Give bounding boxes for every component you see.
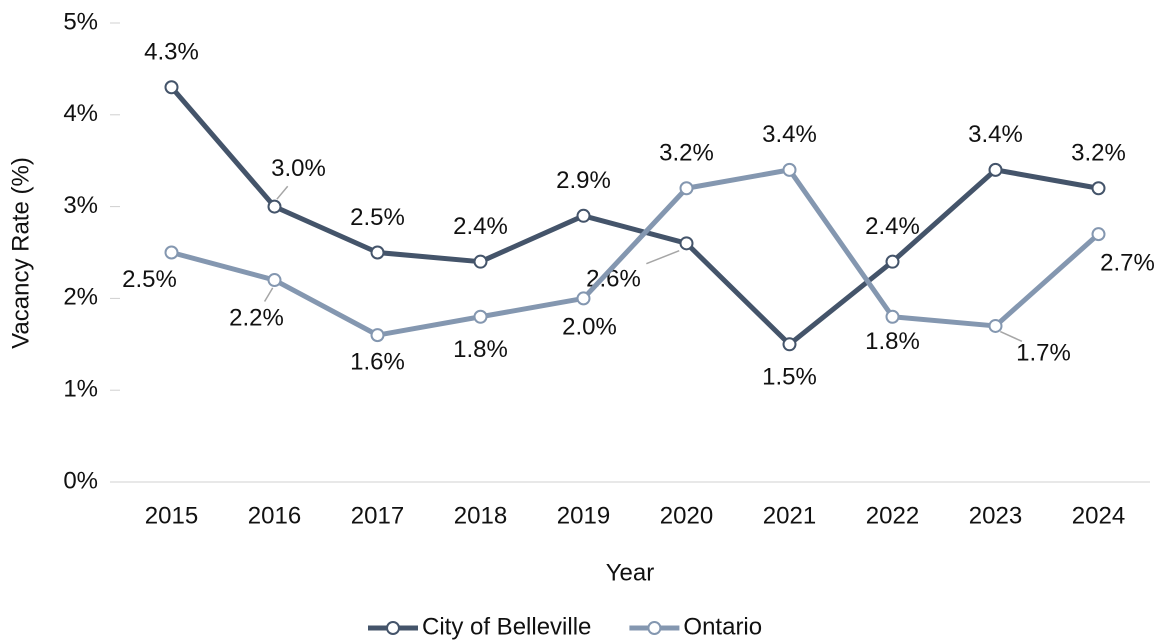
data-label: 2.4% [865,213,920,240]
x-tick-label: 2016 [248,502,301,529]
point [267,199,282,214]
data-label: 3.2% [1071,140,1126,167]
data-label: 1.7% [1016,339,1071,366]
data-label: 3.0% [271,155,326,182]
data-label: 2.5% [350,204,405,231]
x-tick-label: 2015 [145,502,198,529]
y-axis-title: Vacancy Rate (%) [7,157,34,349]
data-label: 1.8% [453,336,508,363]
point [164,80,179,95]
data-label: 3.4% [968,121,1023,148]
point [1091,227,1106,242]
point [679,236,694,251]
point [370,328,385,343]
point [988,318,1003,333]
leader-line [999,330,1023,343]
data-label: 2.7% [1100,249,1155,276]
point [782,337,797,352]
series-line [170,167,1101,338]
data-label: 2.5% [122,266,177,293]
data-label: 2.9% [556,167,611,194]
point [164,245,179,260]
data-label: 1.5% [762,364,817,391]
point [679,181,694,196]
x-tick-label: 2020 [660,502,713,529]
x-tick-label: 2019 [557,502,610,529]
data-label: 3.2% [659,140,714,167]
legend-label: Ontario [683,613,762,640]
y-tick-label: 2% [63,284,98,311]
point [885,254,900,269]
data-label: 2.4% [453,213,508,240]
data-label: 1.6% [350,348,405,375]
point [473,254,488,269]
point [267,273,282,288]
y-tick-label: 0% [63,467,98,494]
series-line [169,85,1099,347]
data-label: 2.0% [562,314,617,341]
data-label: 1.8% [865,328,920,355]
data-label: 2.2% [229,304,284,331]
point [988,162,1003,177]
y-tick-label: 5% [63,8,98,35]
x-tick-label: 2017 [351,502,404,529]
point [1091,181,1106,196]
y-tick-label: 1% [63,376,98,403]
x-tick-label: 2021 [763,502,816,529]
data-label: 4.3% [144,39,199,66]
point [473,309,488,324]
data-label: 3.4% [762,121,817,148]
legend-marker [386,621,400,635]
leader-line [276,185,289,200]
leader-line [263,287,274,302]
point [885,309,900,324]
point [370,245,385,260]
legend-marker [647,621,662,635]
x-tick-label: 2022 [866,502,919,529]
x-tick-label: 2023 [969,502,1022,529]
point [576,291,591,306]
y-tick-label: 4% [63,100,98,127]
y-tick-label: 3% [63,192,98,219]
x-tick-label: 2024 [1072,502,1125,529]
legend-label: City of Belleville [422,613,591,640]
x-tick-label: 2018 [454,502,507,529]
x-axis-title: Year [606,559,655,586]
point [782,162,797,177]
point [576,208,591,223]
leader-line [646,250,680,265]
